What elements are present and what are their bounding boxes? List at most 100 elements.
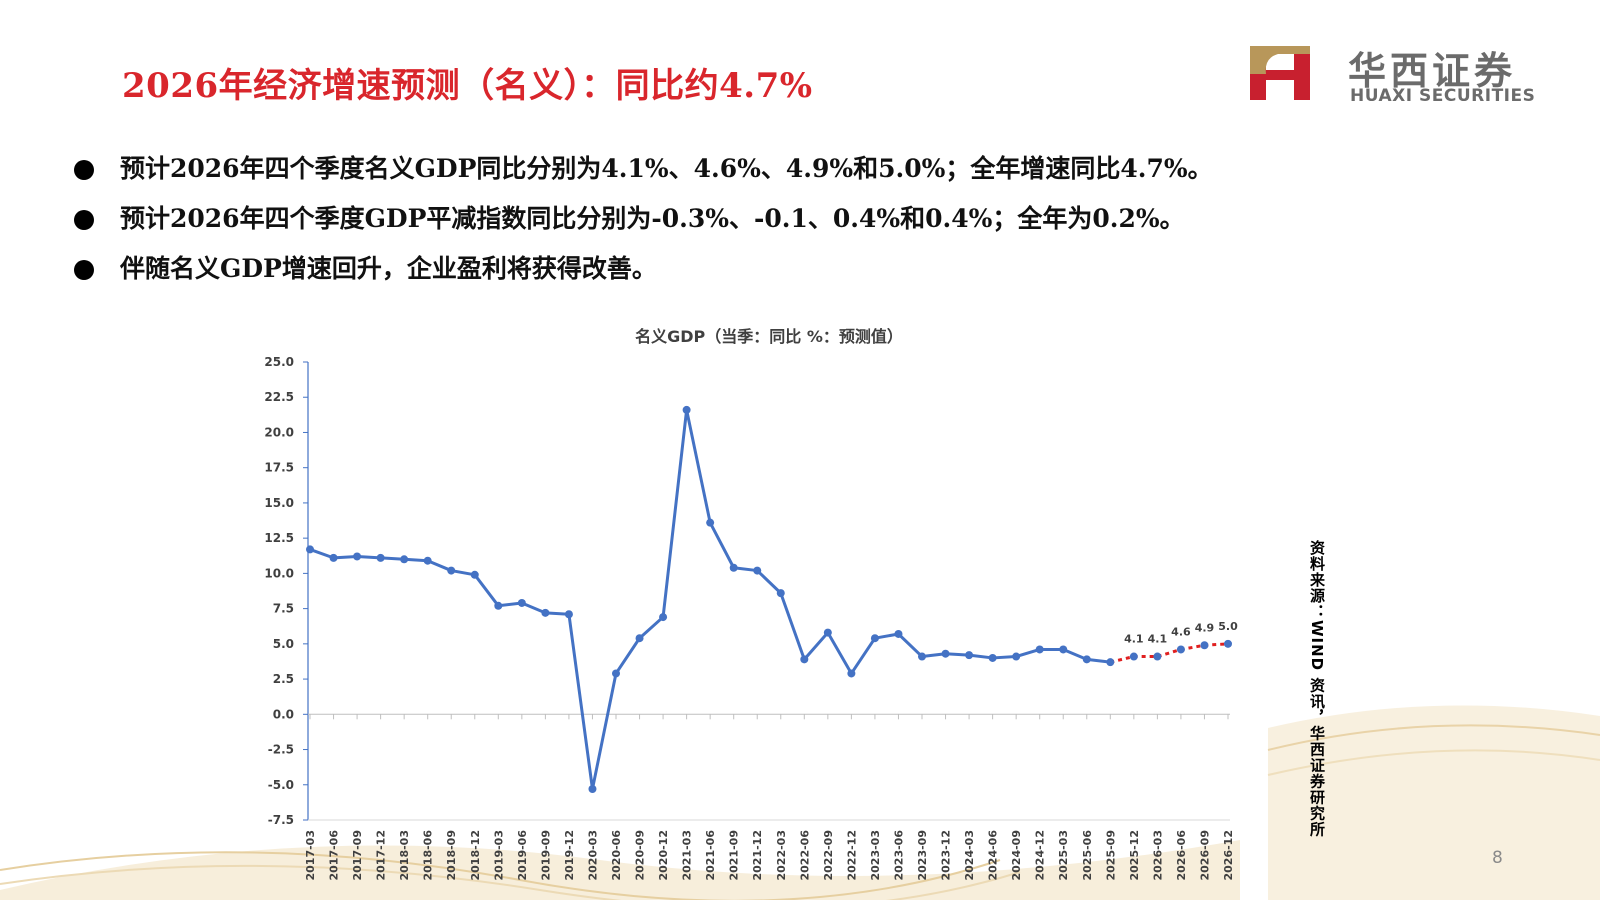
bullet-item: 伴随名义GDP增速回升，企业盈利将获得改善。 bbox=[70, 254, 1540, 304]
data-point bbox=[965, 651, 974, 660]
data-point bbox=[823, 628, 832, 637]
data-point bbox=[470, 570, 479, 579]
data-point bbox=[1082, 655, 1091, 664]
y-tick-label: 10.0 bbox=[264, 566, 294, 580]
data-point bbox=[1106, 658, 1115, 667]
x-tick-label: 2025-12 bbox=[1128, 830, 1141, 881]
x-tick-label: 2017-12 bbox=[375, 830, 388, 881]
data-point bbox=[423, 556, 432, 565]
data-point bbox=[376, 553, 385, 562]
y-tick-label: -7.5 bbox=[268, 813, 294, 827]
data-point bbox=[1012, 652, 1021, 661]
y-tick-label: 15.0 bbox=[264, 496, 294, 510]
x-tick-label: 2026-06 bbox=[1175, 830, 1188, 881]
x-tick-label: 2018-12 bbox=[469, 830, 482, 881]
x-tick-label: 2025-09 bbox=[1104, 830, 1117, 881]
data-point bbox=[400, 555, 409, 564]
x-tick-label: 2020-09 bbox=[634, 830, 647, 881]
y-tick-label: -2.5 bbox=[268, 743, 294, 757]
data-label: 4.9 bbox=[1195, 621, 1215, 634]
data-point bbox=[753, 566, 762, 575]
x-tick-label: 2017-06 bbox=[328, 830, 341, 881]
data-point bbox=[894, 629, 903, 638]
x-tick-label: 2024-06 bbox=[987, 830, 1000, 881]
x-tick-label: 2022-03 bbox=[775, 830, 788, 881]
data-point bbox=[494, 601, 503, 610]
data-point bbox=[729, 563, 738, 572]
x-tick-label: 2024-12 bbox=[1034, 830, 1047, 881]
x-tick-label: 2018-03 bbox=[398, 830, 411, 881]
data-point bbox=[353, 552, 362, 561]
y-tick-label: 5.0 bbox=[273, 637, 294, 651]
x-tick-label: 2020-12 bbox=[657, 830, 670, 881]
data-point bbox=[776, 589, 785, 598]
data-label: 4.1 bbox=[1148, 633, 1168, 646]
company-logo: 华西证券 HUAXI SECURITIES bbox=[1248, 40, 1568, 110]
chart-title: 名义GDP（当季：同比 %：预测值） bbox=[635, 327, 903, 346]
y-tick-label: 20.0 bbox=[264, 425, 294, 439]
bullet-text: 预计2026年四个季度名义GDP同比分别为4.1%、4.6%、4.9%和5.0%… bbox=[120, 154, 1213, 183]
series-line-forecast bbox=[1109, 642, 1229, 664]
data-label: 4.1 bbox=[1124, 633, 1144, 646]
x-tick-label: 2019-03 bbox=[492, 830, 505, 881]
data-point bbox=[447, 566, 456, 575]
x-tick-label: 2025-06 bbox=[1081, 830, 1094, 881]
y-tick-label: 22.5 bbox=[264, 390, 294, 404]
x-tick-label: 2019-09 bbox=[539, 830, 552, 881]
x-tick-label: 2025-03 bbox=[1057, 830, 1070, 881]
source-note: 资料来源：WIND 资讯，华西证券研究所 bbox=[1308, 540, 1326, 838]
data-point bbox=[918, 652, 926, 661]
x-tick-label: 2017-03 bbox=[304, 830, 317, 881]
gdp-chart: 名义GDP（当季：同比 %：预测值） 25.0 22.5 20.0 17.5 15.0 12… bbox=[240, 322, 1280, 892]
x-tick-label: 2023-09 bbox=[916, 830, 929, 881]
x-tick-label: 2021-12 bbox=[751, 830, 764, 881]
data-point bbox=[517, 598, 526, 607]
data-point bbox=[1129, 652, 1138, 661]
logo-chinese-name: 华西证券 bbox=[1348, 49, 1517, 93]
x-tick-label: 2023-03 bbox=[869, 830, 882, 881]
x-tick-label: 2022-09 bbox=[822, 830, 835, 881]
bullet-dot-icon bbox=[74, 210, 94, 230]
data-point bbox=[682, 405, 691, 414]
x-tick-label: 2021-09 bbox=[728, 830, 741, 881]
data-point bbox=[564, 610, 573, 619]
logo-english-name: HUAXI SECURITIES bbox=[1350, 86, 1536, 106]
x-tick-label: 2021-06 bbox=[704, 830, 717, 881]
x-tick-label: 2021-03 bbox=[681, 830, 694, 881]
x-tick-label: 2024-09 bbox=[1010, 830, 1023, 881]
bullet-item: 预计2026年四个季度名义GDP同比分别为4.1%、4.6%、4.9%和5.0%… bbox=[70, 154, 1540, 204]
data-point bbox=[988, 653, 997, 662]
y-tick-label: 0.0 bbox=[273, 707, 294, 721]
data-point bbox=[541, 608, 550, 617]
data-point bbox=[329, 553, 338, 562]
x-tick-label: 2017-09 bbox=[351, 830, 364, 881]
y-tick-label: 12.5 bbox=[264, 531, 294, 545]
y-tick-label: 17.5 bbox=[264, 461, 294, 475]
data-point bbox=[941, 649, 950, 658]
data-point bbox=[588, 784, 597, 793]
data-point bbox=[612, 669, 620, 678]
bullet-item: 预计2026年四个季度GDP平减指数同比分别为-0.3%、-0.1、0.4%和0… bbox=[70, 204, 1540, 254]
slide-title: 2026年经济增速预测（名义）：同比约4.7% bbox=[122, 66, 813, 106]
y-tick-label: 25.0 bbox=[264, 355, 294, 369]
data-point bbox=[635, 634, 644, 643]
x-tick-label: 2018-06 bbox=[422, 830, 435, 881]
series-line-actual bbox=[309, 408, 1111, 791]
data-point bbox=[1153, 652, 1162, 661]
data-point bbox=[1224, 639, 1232, 648]
chart-svg: 名义GDP（当季：同比 %：预测值） 25.0 22.5 20.0 17.5 15.0 12… bbox=[264, 327, 1238, 881]
data-point bbox=[800, 655, 809, 664]
x-tick-label: 2020-03 bbox=[586, 830, 599, 881]
bullet-text: 预计2026年四个季度GDP平减指数同比分别为-0.3%、-0.1、0.4%和0… bbox=[120, 204, 1185, 233]
y-tick-label: 2.5 bbox=[273, 672, 294, 686]
x-tick-label: 2026-03 bbox=[1151, 830, 1164, 881]
x-tick-label: 2022-12 bbox=[845, 830, 858, 881]
x-tick-label: 2019-12 bbox=[563, 830, 576, 881]
x-tick-label: 2023-06 bbox=[892, 830, 905, 881]
data-point bbox=[1176, 645, 1185, 654]
data-label: 5.0 bbox=[1218, 620, 1238, 633]
x-tick-label: 2020-06 bbox=[610, 830, 623, 881]
x-tick-label: 2024-03 bbox=[963, 830, 976, 881]
y-tick-label: 7.5 bbox=[273, 602, 294, 616]
data-point bbox=[659, 613, 668, 622]
